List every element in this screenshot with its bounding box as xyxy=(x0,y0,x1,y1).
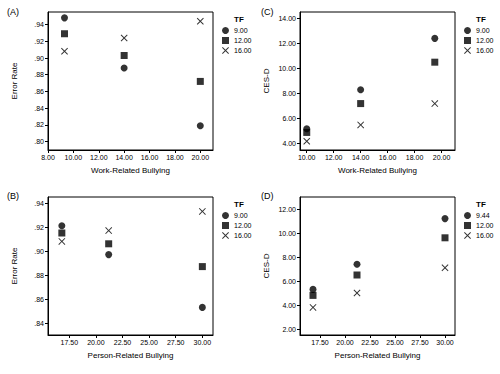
svg-text:12.00: 12.00 xyxy=(476,222,494,229)
svg-text:16.00: 16.00 xyxy=(234,47,252,54)
svg-text:18.00: 18.00 xyxy=(166,154,184,161)
svg-text:Work-Related Bullying: Work-Related Bullying xyxy=(338,166,417,175)
svg-text:6.00: 6.00 xyxy=(282,115,296,122)
svg-text:20.00: 20.00 xyxy=(433,154,451,161)
svg-text:4.00: 4.00 xyxy=(282,302,296,309)
svg-text:12.00: 12.00 xyxy=(476,37,494,44)
svg-text:.88: .88 xyxy=(34,272,44,279)
svg-text:TF: TF xyxy=(476,15,486,24)
svg-text:16.00: 16.00 xyxy=(141,154,159,161)
svg-text:14.00: 14.00 xyxy=(278,15,296,22)
svg-text:27.50: 27.50 xyxy=(411,339,429,346)
svg-text:14.00: 14.00 xyxy=(115,154,133,161)
svg-text:.82: .82 xyxy=(34,121,44,128)
svg-text:Error Rate: Error Rate xyxy=(10,247,19,284)
svg-text:4.00: 4.00 xyxy=(282,140,296,147)
svg-text:(A): (A) xyxy=(7,7,19,17)
svg-text:Person-Related Bullying: Person-Related Bullying xyxy=(88,351,174,360)
svg-text:(C): (C) xyxy=(261,7,274,17)
svg-text:12.00: 12.00 xyxy=(325,154,343,161)
svg-text:CES-D: CES-D xyxy=(262,253,271,278)
svg-text:.90: .90 xyxy=(34,248,44,255)
svg-text:.84: .84 xyxy=(34,105,44,112)
svg-text:20.00: 20.00 xyxy=(336,339,354,346)
svg-text:.86: .86 xyxy=(34,296,44,303)
svg-text:16.00: 16.00 xyxy=(476,232,494,239)
svg-text:(D): (D) xyxy=(261,191,274,201)
svg-text:16.00: 16.00 xyxy=(476,47,494,54)
svg-text:22.50: 22.50 xyxy=(114,339,132,346)
svg-text:30.00: 30.00 xyxy=(194,339,212,346)
svg-text:30.00: 30.00 xyxy=(436,339,454,346)
svg-text:25.00: 25.00 xyxy=(140,339,158,346)
svg-text:.86: .86 xyxy=(34,88,44,95)
svg-text:10.00: 10.00 xyxy=(65,154,83,161)
svg-text:Error Rate: Error Rate xyxy=(10,62,19,99)
svg-text:9.44: 9.44 xyxy=(476,212,490,219)
svg-text:27.50: 27.50 xyxy=(167,339,185,346)
svg-text:18.00: 18.00 xyxy=(406,154,424,161)
svg-text:10.00: 10.00 xyxy=(278,230,296,237)
svg-text:9.00: 9.00 xyxy=(234,27,248,34)
svg-text:12.00: 12.00 xyxy=(278,206,296,213)
svg-text:(B): (B) xyxy=(7,191,19,201)
svg-text:8.00: 8.00 xyxy=(282,254,296,261)
svg-text:8.00: 8.00 xyxy=(282,90,296,97)
svg-text:12.00: 12.00 xyxy=(234,222,252,229)
svg-text:2.00: 2.00 xyxy=(282,326,296,333)
svg-text:TF: TF xyxy=(476,200,486,209)
svg-text:9.00: 9.00 xyxy=(234,212,248,219)
svg-text:TF: TF xyxy=(234,200,244,209)
svg-text:.88: .88 xyxy=(34,71,44,78)
svg-text:.92: .92 xyxy=(34,224,44,231)
svg-text:6.00: 6.00 xyxy=(282,278,296,285)
svg-text:Work-Related Bullying: Work-Related Bullying xyxy=(91,166,170,175)
svg-text:17.50: 17.50 xyxy=(311,339,329,346)
svg-text:10.00: 10.00 xyxy=(298,154,316,161)
svg-text:16.00: 16.00 xyxy=(234,232,252,239)
svg-text:.92: .92 xyxy=(34,38,44,45)
svg-text:Person-Related Bullying: Person-Related Bullying xyxy=(335,351,421,360)
svg-text:TF: TF xyxy=(234,15,244,24)
svg-text:.90: .90 xyxy=(34,55,44,62)
svg-text:8.00: 8.00 xyxy=(41,154,55,161)
svg-text:25.00: 25.00 xyxy=(386,339,404,346)
svg-text:12.00: 12.00 xyxy=(278,40,296,47)
svg-text:12.00: 12.00 xyxy=(90,154,108,161)
svg-text:17.50: 17.50 xyxy=(61,339,79,346)
svg-text:22.50: 22.50 xyxy=(361,339,379,346)
svg-text:.84: .84 xyxy=(34,320,44,327)
svg-text:20.00: 20.00 xyxy=(192,154,210,161)
svg-text:20.00: 20.00 xyxy=(87,339,105,346)
svg-text:.94: .94 xyxy=(34,200,44,207)
svg-text:.94: .94 xyxy=(34,21,44,28)
svg-text:10.00: 10.00 xyxy=(278,65,296,72)
svg-text:9.00: 9.00 xyxy=(476,27,490,34)
svg-text:CES-D: CES-D xyxy=(262,68,271,93)
svg-text:.80: .80 xyxy=(34,138,44,145)
svg-text:16.00: 16.00 xyxy=(379,154,397,161)
svg-text:12.00: 12.00 xyxy=(234,37,252,44)
svg-text:14.00: 14.00 xyxy=(352,154,370,161)
